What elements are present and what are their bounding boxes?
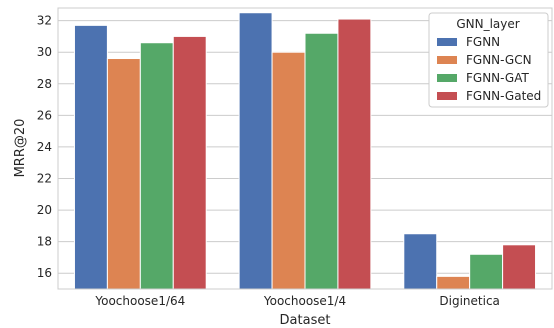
bars: [73, 12, 537, 290]
y-tick-label: 24: [37, 140, 52, 154]
legend-label: FGNN: [466, 35, 500, 49]
x-tick-label: Yoochoose1/4: [263, 294, 346, 308]
y-tick-label: 32: [37, 14, 52, 28]
bar-fgnn-gcn-2: [436, 275, 471, 290]
bar-fgnn-gated-0: [172, 35, 207, 290]
bar-fgnn-gat-2: [469, 253, 504, 290]
x-tick-label: Yoochoose1/64: [94, 294, 185, 308]
y-axis-title: MRR@20: [13, 119, 28, 178]
legend-swatch: [437, 74, 457, 82]
y-tick-label: 30: [37, 45, 52, 59]
y-tick-label: 28: [37, 77, 52, 91]
x-tick-label: Diginetica: [439, 294, 500, 308]
y-tick-labels: 16 18 20 22 24 26 28 30 32: [37, 14, 52, 281]
bar-fgnn-1: [238, 12, 273, 290]
bar-fgnn-gated-1: [337, 18, 372, 290]
legend-title: GNN_layer: [456, 17, 519, 31]
plot-frame: [57, 7, 553, 290]
x-tick-labels: Yoochoose1/64 Yoochoose1/4 Diginetica: [94, 294, 500, 308]
y-tick-label: 16: [37, 266, 52, 280]
legend: GNN_layer FGNN FGNN-GCN FGNN-GAT FGNN-Gated: [428, 12, 549, 108]
legend-swatch: [437, 38, 457, 46]
bar-fgnn-gat-0: [139, 42, 174, 290]
y-tick-label: 26: [37, 108, 52, 122]
y-tick-label: 18: [37, 235, 52, 249]
bar-fgnn-gcn-1: [271, 51, 306, 290]
y-tick-label: 22: [37, 171, 52, 185]
legend-swatch: [437, 56, 457, 64]
legend-label: FGNN-GCN: [466, 53, 532, 67]
x-axis-title: Dataset: [280, 313, 331, 328]
bar-fgnn-gat-1: [304, 32, 339, 290]
legend-label: FGNN-GAT: [466, 71, 530, 85]
bar-fgnn-gcn-0: [106, 58, 141, 290]
bar-fgnn-0: [73, 24, 108, 290]
bar-fgnn-gated-2: [502, 244, 537, 290]
bar-fgnn-2: [403, 233, 438, 290]
legend-box: [428, 12, 549, 108]
legend-label: FGNN-Gated: [466, 89, 541, 103]
legend-swatch: [437, 92, 457, 100]
y-tick-label: 20: [37, 203, 52, 217]
